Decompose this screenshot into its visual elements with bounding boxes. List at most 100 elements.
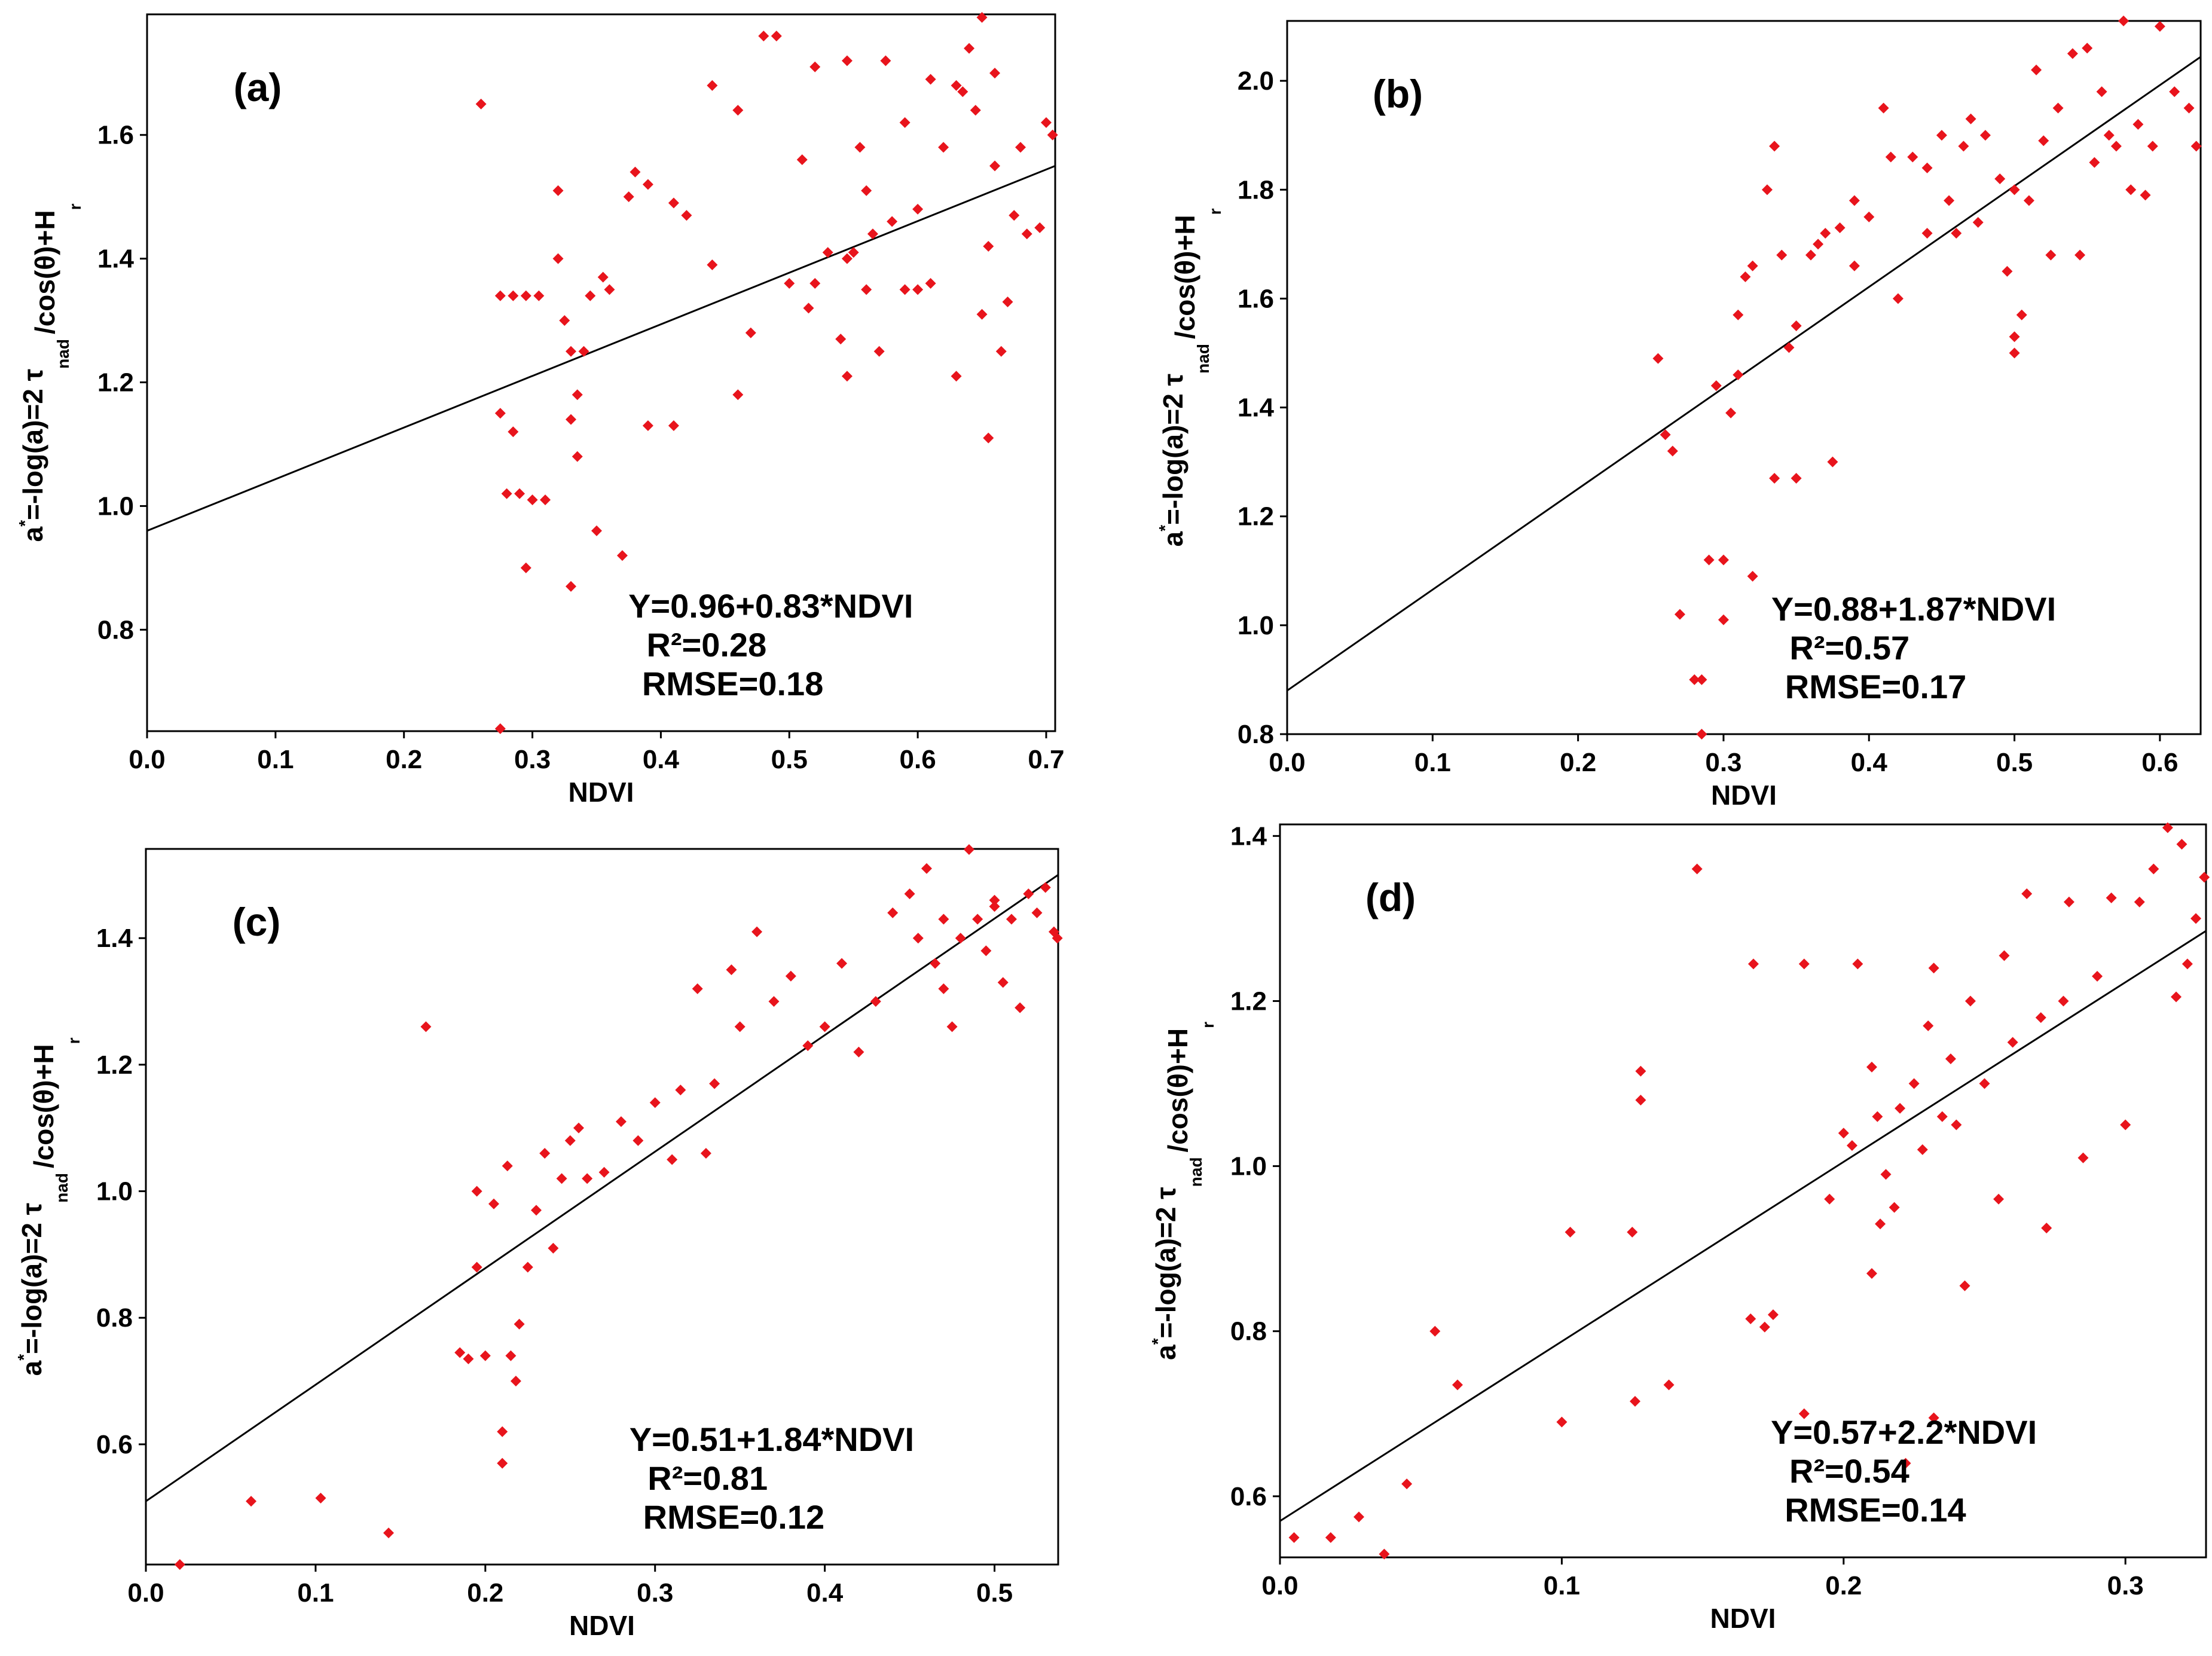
- point: [1921, 162, 1933, 173]
- point: [2092, 971, 2103, 982]
- point: [700, 1148, 711, 1159]
- plot-frame: [146, 13, 1056, 732]
- panel-label: (c): [233, 900, 281, 944]
- x-axis-label: NDVI: [569, 1610, 635, 1641]
- point: [768, 996, 780, 1007]
- point: [809, 278, 821, 289]
- point: [1878, 102, 1889, 114]
- fit-line: [1279, 930, 2207, 1522]
- point: [938, 913, 949, 925]
- point: [514, 1318, 525, 1330]
- point: [475, 99, 487, 110]
- annotation: Y=0.51+1.84*NDVI: [630, 1420, 914, 1458]
- y-axis-label-part: =-log(a)=2 τ: [1157, 374, 1189, 525]
- point: [1875, 1218, 1886, 1230]
- point: [1288, 1532, 1300, 1543]
- point: [675, 1084, 686, 1096]
- x-tick-label: 0.1: [1414, 748, 1451, 777]
- x-tick-label: 0.5: [771, 745, 808, 774]
- point: [873, 346, 885, 357]
- point: [1798, 958, 1810, 970]
- point: [822, 247, 833, 258]
- point: [1635, 1065, 1646, 1077]
- point: [1031, 907, 1043, 918]
- point: [623, 191, 634, 203]
- point: [970, 105, 981, 116]
- point: [887, 216, 898, 227]
- point: [1769, 140, 1780, 152]
- point: [1565, 1227, 1576, 1238]
- y-axis-label: a*=-log(a)=2 τ nad/cos(θ)+H r: [1148, 1022, 1217, 1360]
- point: [853, 1046, 864, 1058]
- point: [1846, 1140, 1857, 1151]
- point: [1951, 1119, 1962, 1131]
- point: [1798, 1408, 1810, 1419]
- point: [514, 488, 525, 499]
- point: [582, 1173, 593, 1184]
- point: [841, 371, 853, 382]
- point: [2035, 1012, 2046, 1023]
- y-tick-label: 1.2: [1238, 502, 1274, 531]
- point: [668, 420, 679, 431]
- point: [1353, 1511, 1364, 1523]
- point: [572, 451, 583, 462]
- point: [785, 970, 796, 982]
- x-tick-label: 0.0: [1261, 1571, 1298, 1600]
- point: [964, 42, 975, 54]
- y-tick-label: 1.6: [97, 121, 134, 150]
- point: [925, 74, 936, 85]
- point: [630, 166, 641, 178]
- point: [2002, 265, 2013, 277]
- point: [1993, 1193, 2005, 1205]
- y-axis-label-part: r: [1199, 1022, 1217, 1028]
- point: [751, 926, 763, 937]
- y-axis-label-part: =-log(a)=2 τ: [1150, 1187, 1181, 1338]
- x-axis-label: NDVI: [569, 777, 634, 808]
- point: [522, 1261, 533, 1273]
- point: [1401, 1478, 1413, 1490]
- point: [2162, 822, 2173, 833]
- point: [508, 426, 519, 438]
- point: [870, 996, 881, 1007]
- y-axis-label-part: a: [16, 1360, 47, 1376]
- point: [1866, 1268, 1877, 1279]
- point: [2009, 331, 2020, 343]
- annotation: RMSE=0.18: [642, 665, 824, 702]
- point: [616, 550, 628, 561]
- point: [861, 284, 872, 295]
- point: [1015, 142, 1026, 153]
- point: [1040, 882, 1051, 893]
- point: [1663, 1379, 1675, 1391]
- point: [471, 1261, 482, 1273]
- point: [930, 958, 941, 969]
- point: [520, 290, 531, 301]
- x-tick-label: 0.6: [2141, 748, 2178, 777]
- point: [471, 1186, 482, 1197]
- point: [841, 253, 853, 264]
- y-axis-label-part: nad: [1194, 344, 1212, 374]
- y-axis-label-part: /cos(θ)+H: [1162, 1028, 1193, 1153]
- point: [1951, 228, 1962, 239]
- point: [668, 197, 679, 209]
- point: [494, 723, 506, 734]
- y-tick-label: 1.0: [1230, 1152, 1267, 1181]
- point: [2103, 130, 2115, 141]
- x-tick-label: 0.4: [806, 1578, 844, 1608]
- x-tick-label: 0.4: [643, 745, 680, 774]
- point: [2077, 1152, 2089, 1163]
- point: [573, 1122, 584, 1133]
- annotation: RMSE=0.17: [1785, 668, 1967, 705]
- point: [2007, 1037, 2018, 1048]
- point: [2140, 190, 2151, 201]
- point: [867, 228, 878, 240]
- point: [2190, 913, 2202, 924]
- point: [2199, 872, 2210, 883]
- point: [2147, 140, 2158, 152]
- point: [552, 185, 564, 196]
- point: [1691, 863, 1703, 875]
- point: [2182, 958, 2193, 970]
- point: [983, 240, 994, 252]
- annotation: Y=0.57+2.2*NDVI: [1771, 1413, 2037, 1451]
- point: [2148, 863, 2159, 875]
- point: [494, 408, 506, 419]
